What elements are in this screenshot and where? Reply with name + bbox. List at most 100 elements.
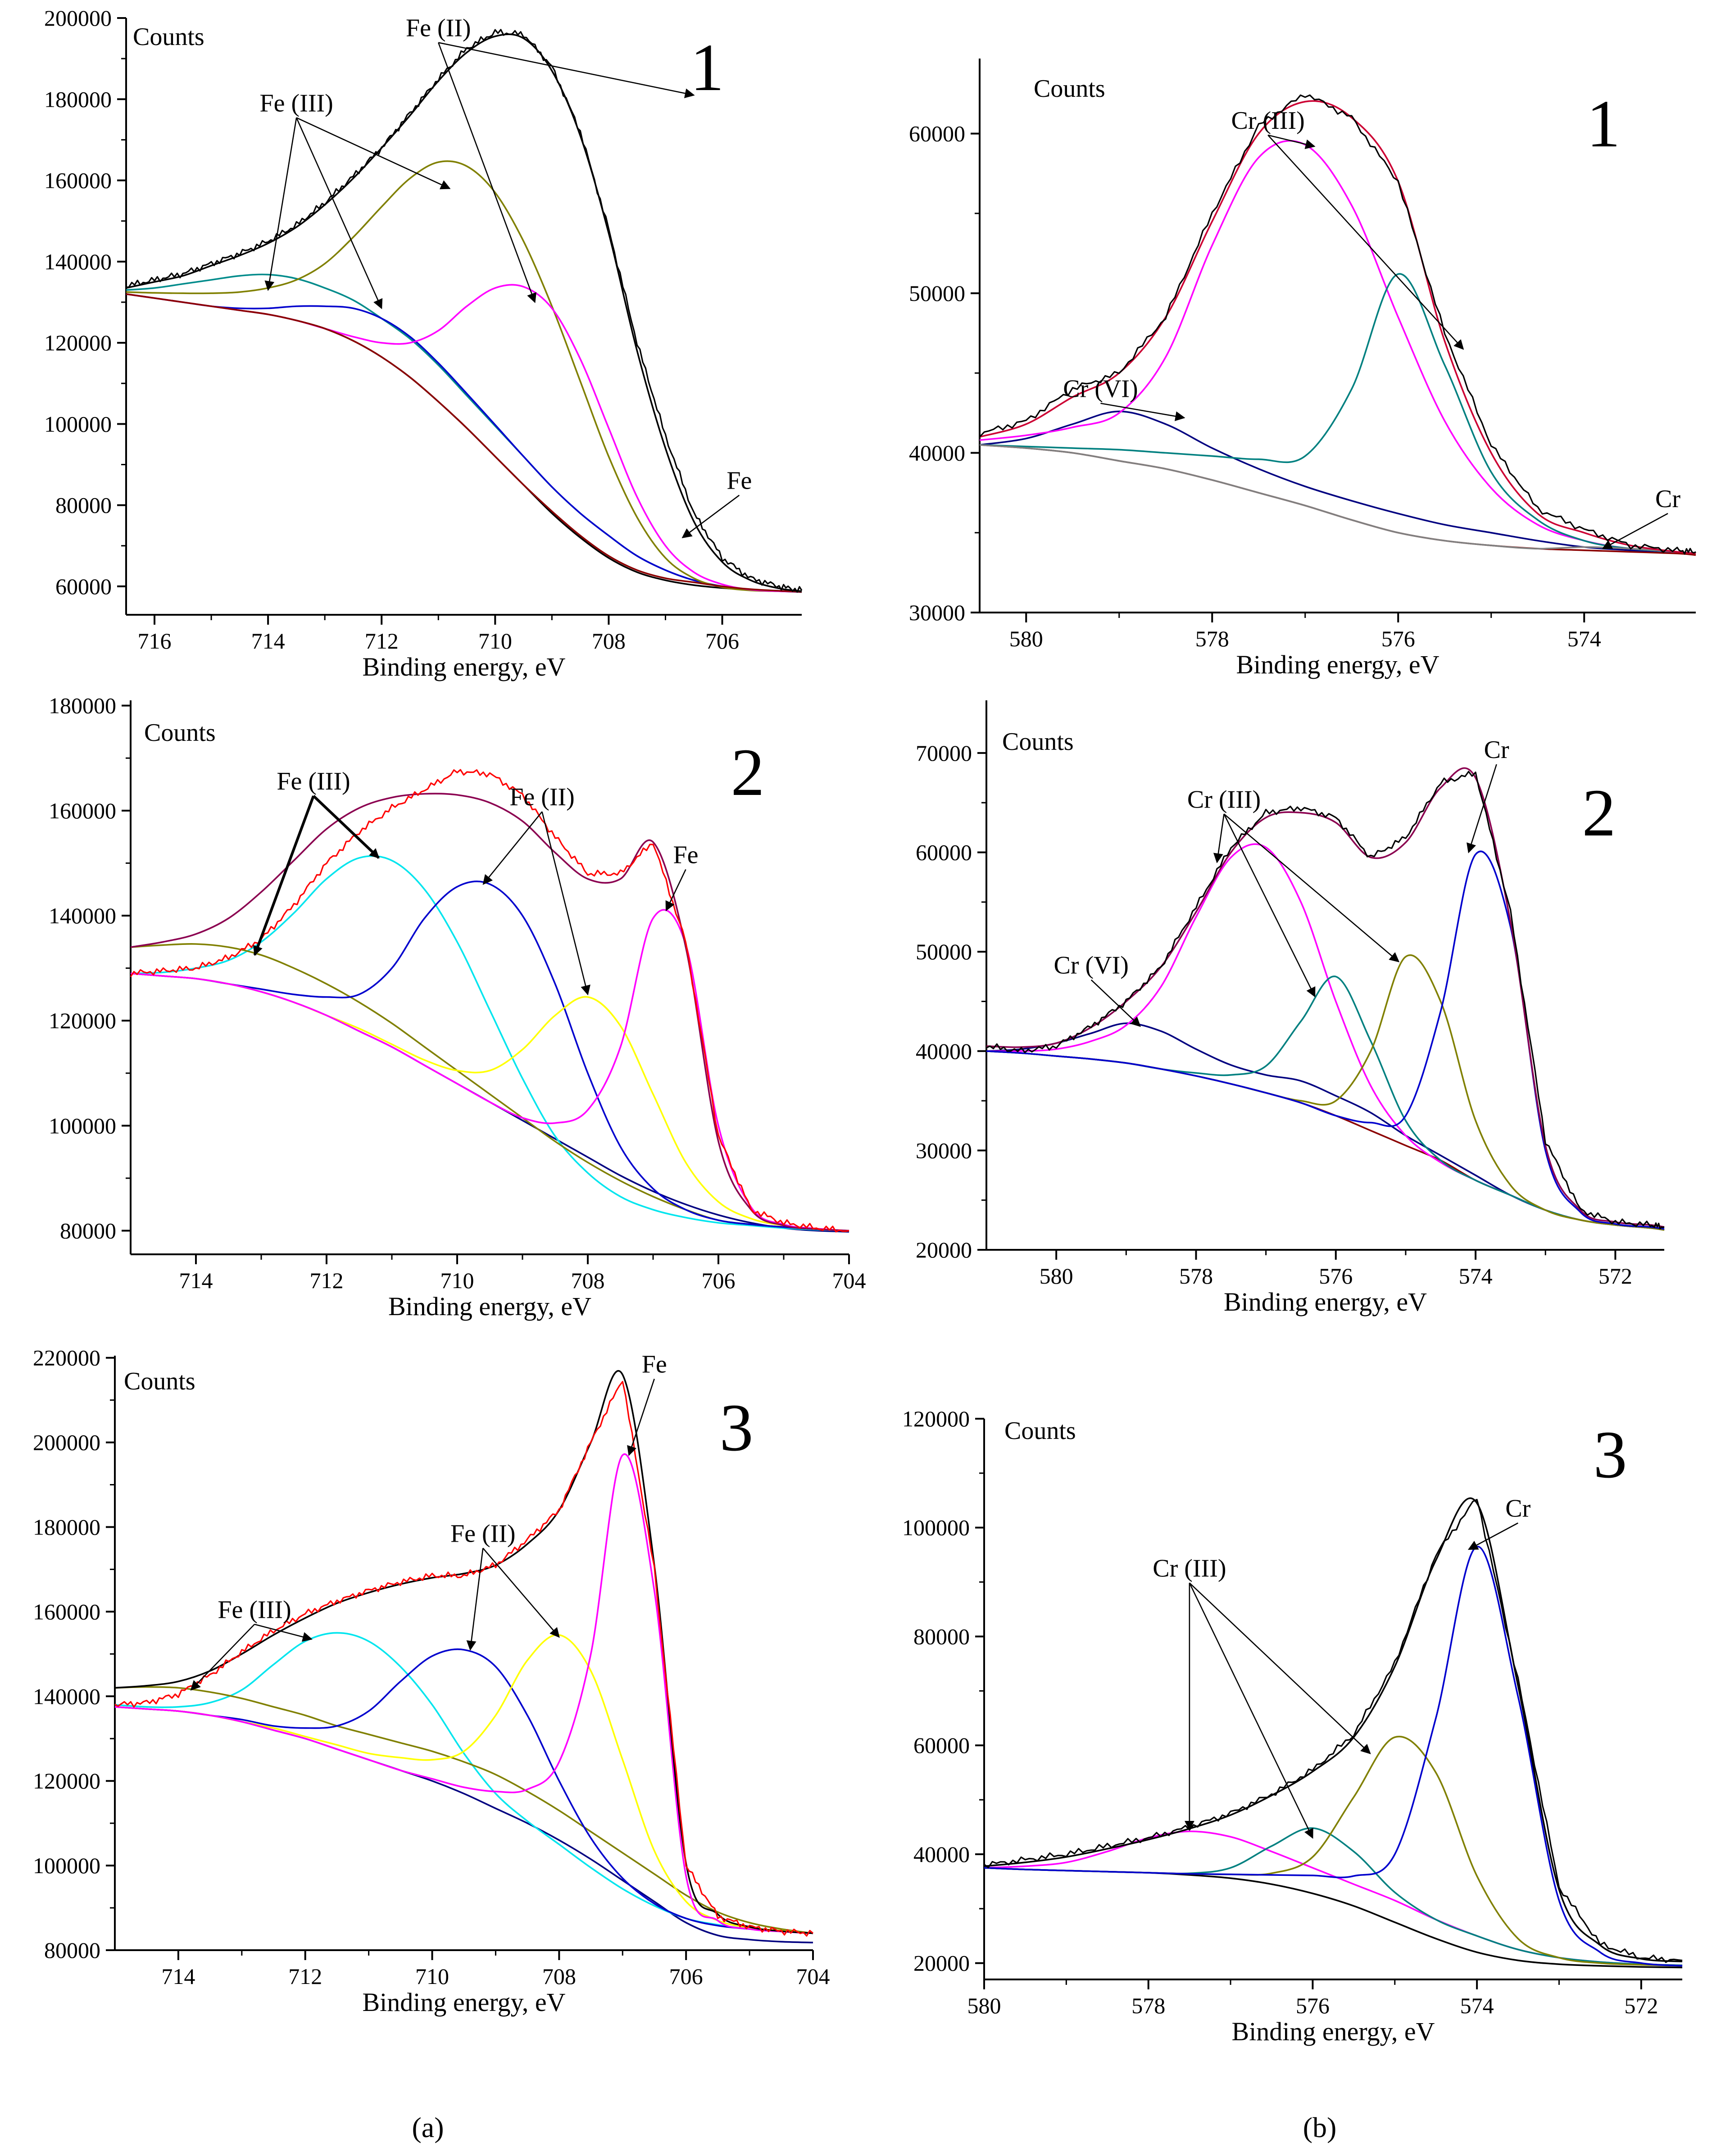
fe2-panel: 714 712 710 708 706 704 80000 100000 120000 14000… bbox=[49, 693, 866, 1321]
cr3-x-tick-label: 574 bbox=[1460, 1993, 1494, 2018]
fe2-x-tick-label: 706 bbox=[702, 1268, 736, 1293]
fe3-y-tick-label: 200000 bbox=[33, 1430, 100, 1455]
fe1-annotation-arrow bbox=[681, 495, 740, 539]
cr3-series-envelope bbox=[984, 1497, 1683, 1962]
cr1-series-cr-iii-component-2 bbox=[979, 273, 1696, 554]
fe2-series-envelope bbox=[130, 793, 849, 1232]
cr2-series-cr-vi bbox=[986, 1022, 1665, 1231]
fe1-x-tick-label: 714 bbox=[251, 628, 285, 654]
cr2-series-cr-iii-component-3 bbox=[986, 954, 1665, 1231]
cr3-series-background bbox=[984, 1867, 1683, 1969]
fe3-annotation-label: Fe (III) bbox=[218, 1596, 291, 1624]
fe2-annotation-label: Fe bbox=[673, 841, 699, 869]
fe3-x-tick-label: 712 bbox=[288, 1964, 322, 1989]
fe1-annotation-arrow bbox=[296, 117, 451, 190]
fe3-annotation-label: Fe bbox=[642, 1351, 667, 1379]
cr3-x-axis-title: Binding energy, eV bbox=[1231, 2017, 1435, 2046]
cr2-annotation-arrow bbox=[1213, 814, 1225, 863]
fe2-x-tick-label: 704 bbox=[832, 1268, 866, 1293]
cr3-x-tick-label: 572 bbox=[1624, 1993, 1658, 2018]
fe3-x-axis-title: Binding energy, eV bbox=[362, 1988, 565, 2017]
fe2-annotation-arrow bbox=[253, 795, 315, 956]
cr1-annotation-label: Cr (III) bbox=[1231, 107, 1305, 135]
cr1-series-cr-metal bbox=[979, 444, 1696, 554]
cr3-x-tick-label: 578 bbox=[1131, 1993, 1165, 2018]
fe3-series-fe-iii-component-1 bbox=[114, 1632, 813, 1934]
fe3-annotation-arrow bbox=[482, 1548, 560, 1638]
fe3-series-fe-iii-component-2 bbox=[114, 1686, 813, 1934]
fe1-series-fe-iii-component-3 bbox=[126, 160, 802, 593]
cr1-annotation-label: Cr bbox=[1655, 485, 1680, 513]
fe2-y-tick-label: 100000 bbox=[49, 1113, 116, 1138]
fe1-series-fe-iii-component-1 bbox=[126, 273, 802, 593]
fe1-y-tick-label: 120000 bbox=[44, 330, 112, 355]
fe3-counts-label: Counts bbox=[124, 1367, 195, 1395]
cr1-x-tick-label: 578 bbox=[1195, 626, 1229, 651]
fe2-x-axis-title: Binding energy, eV bbox=[388, 1292, 591, 1321]
cr2-x-axis-title: Binding energy, eV bbox=[1224, 1287, 1427, 1316]
fe1-series-background bbox=[126, 293, 802, 593]
cr1-x-tick-label: 574 bbox=[1567, 626, 1601, 651]
cr2-y-tick-label: 70000 bbox=[916, 740, 972, 766]
fe1-x-tick-label: 708 bbox=[592, 628, 626, 654]
cr3-counts-label: Counts bbox=[1004, 1417, 1076, 1445]
fe1-series-fe-metal bbox=[126, 293, 802, 593]
fe3-x-tick-label: 704 bbox=[796, 1964, 830, 1989]
cr2-annotation-label: Cr (III) bbox=[1187, 785, 1261, 813]
fe2-series-fe-iii-component-1 bbox=[130, 855, 849, 1232]
cr2-annotation-label: Cr bbox=[1484, 736, 1509, 764]
cr3-series-cr-iii-component-1 bbox=[984, 1830, 1683, 1966]
cr3-y-tick-label: 40000 bbox=[913, 1842, 970, 1867]
fe1-annotation-arrow bbox=[295, 117, 383, 309]
fe3-annotation-arrow bbox=[190, 1624, 255, 1691]
cr2-annotation-label: Cr (VI) bbox=[1054, 952, 1129, 980]
cr2-x-tick-label: 580 bbox=[1040, 1263, 1073, 1289]
cr2-x-tick-label: 574 bbox=[1459, 1263, 1493, 1289]
cr3-series-measured bbox=[984, 1499, 1683, 1963]
fe3-y-tick-label: 100000 bbox=[33, 1853, 100, 1878]
cr2-annotation-arrow bbox=[1223, 813, 1400, 962]
fe2-x-tick-label: 714 bbox=[179, 1268, 213, 1293]
fe3-series-fe-ii-component-2 bbox=[114, 1634, 813, 1934]
fe2-annotation-label: Fe (III) bbox=[277, 767, 350, 795]
fe1-annotation-arrow bbox=[438, 42, 536, 304]
fe1-y-tick-label: 200000 bbox=[44, 5, 112, 31]
cr3-x-tick-label: 580 bbox=[967, 1993, 1001, 2018]
fe3-y-tick-label: 220000 bbox=[33, 1345, 100, 1371]
cr3-y-tick-label: 120000 bbox=[902, 1406, 970, 1431]
fe3-annotation-arrow bbox=[254, 1624, 313, 1642]
cr3-annotation-label: Cr (III) bbox=[1153, 1555, 1226, 1583]
cr1-x-axis-title: Binding energy, eV bbox=[1236, 650, 1439, 679]
fe2-y-tick-label: 160000 bbox=[49, 798, 116, 823]
fe1-series-measured bbox=[126, 29, 803, 593]
fe3-panel: 714 712 710 708 706 704 80000 100000 120000 14000… bbox=[33, 1345, 830, 2017]
cr2-y-tick-label: 50000 bbox=[916, 939, 972, 964]
fe2-x-tick-label: 712 bbox=[310, 1268, 344, 1293]
cr3-panel-number: 3 bbox=[1594, 1417, 1627, 1492]
cr3-annotation-label: Cr bbox=[1505, 1495, 1530, 1523]
fe1-series-fe-ii bbox=[126, 284, 802, 593]
fe1-y-tick-label: 180000 bbox=[44, 86, 112, 112]
cr2-x-tick-label: 572 bbox=[1598, 1263, 1632, 1289]
cr3-y-tick-label: 80000 bbox=[913, 1624, 970, 1649]
fe2-y-tick-label: 80000 bbox=[60, 1218, 116, 1244]
fe2-panel-number: 2 bbox=[731, 735, 765, 810]
cr1-y-tick-label: 40000 bbox=[909, 440, 965, 466]
cr2-annotation-arrow bbox=[1467, 764, 1497, 853]
cr3-x-tick-label: 576 bbox=[1296, 1993, 1330, 2018]
fe3-x-tick-label: 714 bbox=[161, 1964, 195, 1989]
fe3-y-tick-label: 120000 bbox=[33, 1768, 100, 1793]
cr2-x-tick-label: 578 bbox=[1179, 1263, 1213, 1289]
fe2-counts-label: Counts bbox=[144, 719, 216, 747]
cr1-panel-number: 1 bbox=[1587, 86, 1621, 161]
fe2-annotation-arrow bbox=[541, 811, 590, 996]
cr2-panel-number: 2 bbox=[1582, 776, 1616, 850]
cr1-series-cr-vi bbox=[979, 410, 1696, 554]
fe1-series-fe-iii-component-2 bbox=[126, 293, 802, 593]
cr3-series-cr-iii-component-2 bbox=[984, 1827, 1683, 1966]
cr1-counts-label: Counts bbox=[1034, 75, 1105, 103]
cr2-y-tick-label: 30000 bbox=[916, 1138, 972, 1163]
cr3-panel: 580 578 576 574 572 20000 40000 60000 80000 10000… bbox=[902, 1406, 1683, 2046]
fe2-annotation-arrow bbox=[665, 869, 686, 912]
